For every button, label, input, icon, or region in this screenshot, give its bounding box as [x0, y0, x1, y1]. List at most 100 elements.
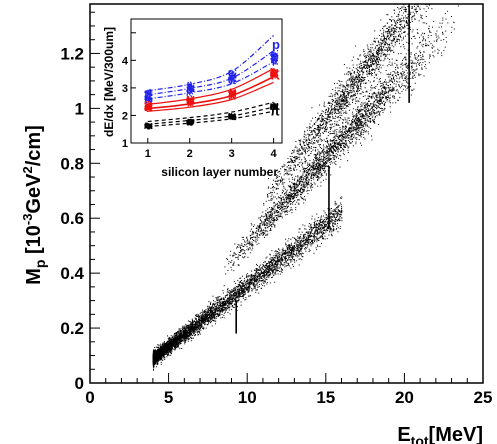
scatter-point: [191, 328, 193, 330]
scatter-point: [292, 259, 294, 260]
scatter-point: [248, 286, 250, 287]
scatter-point: [230, 294, 232, 296]
scatter-point: [305, 250, 307, 252]
scatter-point: [211, 313, 213, 315]
scatter-point: [232, 297, 234, 299]
scatter-point: [293, 246, 295, 248]
scatter-point: [303, 243, 305, 245]
scatter-point: [320, 235, 322, 237]
scatter-point: [305, 236, 307, 238]
scatter-point: [174, 337, 176, 339]
scatter-point: [162, 343, 164, 345]
scatter-point: [292, 246, 294, 248]
scatter-point: [211, 308, 213, 310]
scatter-point: [180, 335, 182, 337]
scatter-point: [178, 342, 179, 344]
scatter-point: [175, 346, 177, 348]
scatter-point: [273, 275, 275, 277]
scatter-point: [200, 326, 202, 328]
scatter-point: [190, 328, 191, 330]
scatter-point: [340, 197, 342, 199]
scatter-point: [274, 255, 276, 257]
scatter-point: [186, 335, 188, 337]
scatter-point: [196, 328, 198, 330]
scatter-point: [162, 344, 164, 346]
scatter-point: [203, 318, 205, 320]
scatter-point: [299, 245, 301, 247]
scatter-point: [164, 343, 166, 344]
scatter-point: [262, 275, 264, 277]
scatter-point: [207, 307, 209, 309]
scatter-point: [233, 297, 235, 299]
scatter-point: [225, 301, 227, 302]
scatter-point: [242, 284, 244, 286]
scatter-point: [311, 235, 313, 237]
scatter-point: [282, 264, 284, 266]
scatter-point: [308, 233, 310, 235]
scatter-point: [173, 346, 175, 347]
scatter-point: [276, 261, 278, 263]
scatter-point: [195, 327, 196, 329]
scatter-point: [237, 284, 239, 286]
scatter-point: [258, 274, 260, 276]
scatter-point: [180, 331, 182, 333]
scatter-point: [181, 336, 183, 337]
scatter-point: [181, 340, 183, 342]
scatter-point: [249, 288, 251, 290]
scatter-point: [212, 313, 214, 315]
scatter-point: [174, 347, 175, 349]
scatter-point: [290, 259, 292, 260]
scatter-point: [212, 312, 214, 313]
scatter-point: [250, 270, 252, 272]
scatter-point: [302, 240, 304, 242]
scatter-point: [297, 240, 298, 242]
scatter-point: [253, 280, 255, 281]
scatter-point: [322, 233, 324, 235]
scatter-point: [341, 211, 342, 213]
scatter-point: [284, 249, 286, 251]
scatter-point: [205, 313, 207, 315]
scatter-point: [237, 285, 239, 287]
scatter-point: [311, 241, 313, 242]
scatter-point: [229, 301, 231, 303]
scatter-point: [281, 259, 283, 261]
scatter-point: [192, 332, 194, 334]
scatter-point: [321, 221, 323, 223]
scatter-point: [199, 320, 201, 322]
scatter-point: [164, 341, 165, 343]
scatter-point: [254, 287, 256, 289]
scatter-point: [219, 300, 221, 302]
scatter-point: [215, 318, 217, 319]
scatter-point: [205, 327, 207, 329]
scatter-point: [254, 275, 255, 277]
scatter-point: [331, 213, 333, 215]
scatter-point: [251, 279, 253, 281]
scatter-point: [275, 270, 277, 272]
scatter-point: [233, 293, 234, 295]
scatter-point: [305, 238, 307, 240]
scatter-point: [227, 306, 229, 308]
scatter-point: [168, 344, 170, 346]
scatter-point: [229, 298, 231, 300]
scatter-point: [208, 310, 210, 312]
scatter-point: [311, 235, 313, 237]
scatter-point: [184, 339, 186, 341]
scatter-point: [204, 314, 206, 316]
scatter-point: [189, 333, 191, 335]
scatter-point: [212, 311, 214, 313]
scatter-point: [246, 280, 248, 282]
scatter-point: [288, 246, 290, 248]
scatter-point: [200, 323, 202, 325]
scatter-point: [183, 331, 185, 333]
scatter-point: [333, 222, 335, 224]
scatter-point: [315, 225, 317, 227]
scatter-point: [179, 339, 181, 341]
scatter-point: [220, 308, 222, 310]
scatter-point: [303, 245, 305, 247]
scatter-point: [261, 273, 262, 275]
scatter-point: [185, 328, 186, 330]
scatter-point: [225, 307, 227, 309]
scatter-point: [288, 262, 290, 264]
scatter-point: [203, 310, 205, 312]
scatter-point: [297, 241, 299, 243]
